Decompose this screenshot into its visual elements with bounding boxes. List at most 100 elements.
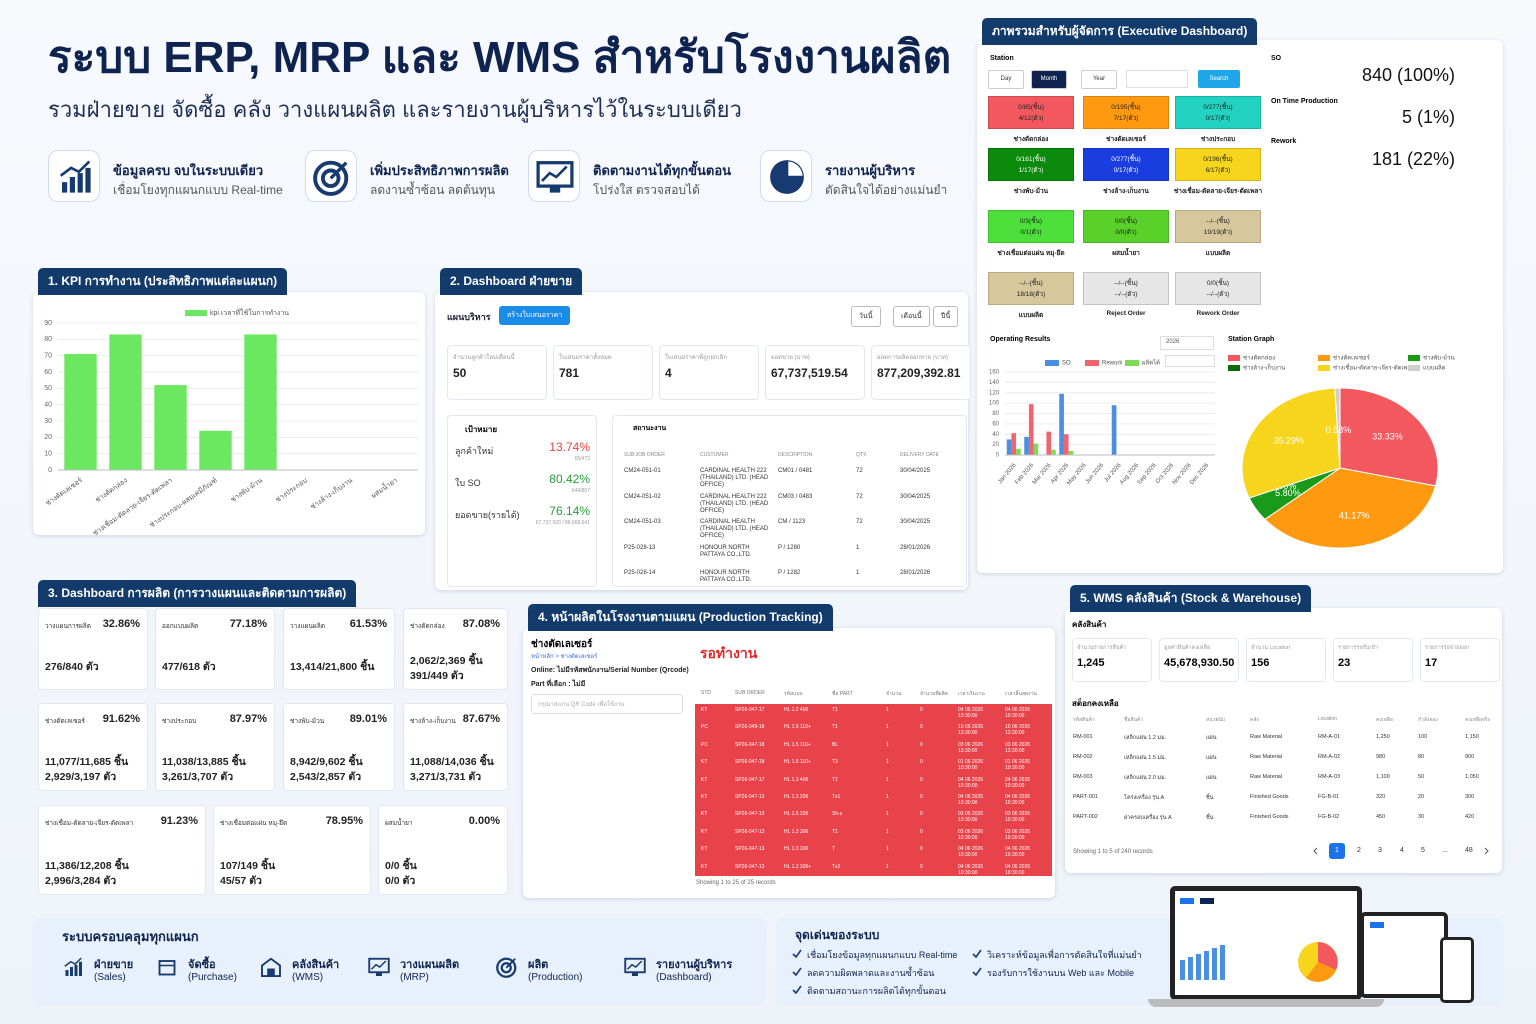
card — [1246, 638, 1326, 682]
table-cell: FG-B-01 — [1318, 794, 1340, 800]
text: ยอดการผลิตออกขาย (บาท) — [877, 355, 948, 361]
table-cell: 04 06 2026 10:30:00 — [958, 794, 984, 806]
text: Part ที่เลือก : ไม่มี — [531, 681, 586, 688]
metric: 45/57 ตัว — [220, 875, 262, 887]
icon — [256, 952, 286, 982]
text: 4 — [665, 366, 672, 380]
section-tag: ภาพรวมสำหรับผู้จัดการ (Executive Dashboa… — [982, 18, 1258, 45]
table-cell: 30 — [1418, 814, 1425, 820]
text: วางแผนผลิต — [290, 623, 325, 630]
icon-part — [496, 957, 517, 978]
table-header: Location — [1318, 716, 1337, 722]
text: 2026 — [1166, 339, 1180, 345]
text: จำนวนลูกค้าใหม่เดือนนี้ — [453, 355, 515, 361]
icon-part — [158, 960, 176, 976]
text: รายการรอรับเข้า — [1338, 645, 1379, 651]
table-header: จำนวนที่ผลิต — [920, 691, 948, 697]
table-cell: 0 — [920, 846, 923, 853]
icon-part — [65, 970, 69, 976]
text: 17 — [1425, 657, 1438, 669]
chart-title: Operating Results — [990, 336, 1051, 343]
text: ใบเสนอราคาที่ถูกยกเลิก — [665, 355, 727, 361]
station-tile — [1083, 272, 1169, 305]
card — [1159, 638, 1239, 682]
table-cell: PART-002 — [1073, 814, 1098, 820]
table-cell: KT — [701, 863, 708, 870]
card — [612, 415, 967, 587]
text: On Time Production — [1271, 98, 1338, 105]
table-cell: 1 — [886, 828, 889, 835]
table-cell: Raw Material — [1250, 774, 1283, 780]
station-tile — [988, 96, 1074, 129]
table-cell: HL 1.5 110+ — [784, 741, 811, 748]
table-header: SUB ORDER — [735, 690, 765, 696]
table-cell: 900 — [1465, 754, 1475, 760]
text: ช่างตัดเลเซอร์ — [1106, 136, 1146, 143]
table-cell: T2 — [832, 776, 838, 783]
table-cell: 450 — [1376, 814, 1386, 820]
text: 18/18(ตัว) — [1016, 291, 1046, 298]
card — [659, 345, 759, 400]
text: ออกแบบผลิต — [162, 623, 199, 630]
table-cell: HL 1.3 406 — [784, 776, 809, 783]
text: 23 — [1338, 657, 1351, 669]
icon-part — [788, 161, 803, 176]
section-tag: 3. Dashboard การผลิต (การวางแผนและติดตาม… — [38, 580, 357, 607]
chart-title: Station Graph — [1228, 336, 1275, 343]
text: 0/0(ตัว) — [1115, 229, 1137, 236]
tablet — [1360, 912, 1448, 998]
text: กรุณาสแกน QR Code เพื่อใช้งาน — [538, 702, 625, 708]
table-cell: CM01 / 0481 — [778, 468, 813, 474]
table-cell: 04 06 2026 10:30:00 — [958, 846, 984, 859]
metric: 11,077/11,685 ชิ้น — [45, 756, 129, 768]
section-tag: 4. หน้าผลิตในโรงงานตามแผน (Production Tr… — [528, 604, 833, 631]
table-cell: HONOUR NORTH PATTAYA CO.,LTD. — [700, 570, 752, 583]
table-cell: HL 1.2 406 — [784, 707, 809, 713]
table-cell: CM24-051-02 — [624, 493, 661, 500]
table-cell: 03 06 2026 13:30:00 — [1005, 741, 1031, 754]
text: Online: ไม่มีรหัสพนักงาน/Serial Number (… — [531, 667, 689, 674]
text: ช่างเชื่อม-ตัดลาย-เจียร-ตัดเพลา — [45, 820, 134, 827]
laptop-base — [1148, 999, 1384, 1007]
icon-part — [500, 962, 512, 974]
table-cell: 03 06 2026 10:30:00 — [958, 811, 984, 824]
text: 32.86% — [102, 618, 140, 630]
text: Rework Order — [1196, 310, 1240, 317]
laptop — [1170, 886, 1362, 1000]
metric: 107/149 ชิ้น — [220, 860, 276, 872]
table-cell: 1 — [886, 707, 889, 713]
text: 0/0(ชิ้น) — [1206, 280, 1230, 287]
icon — [48, 150, 100, 202]
text: 45,678,930.50 — [1164, 657, 1235, 669]
table-cell: SP26-047-18 — [735, 741, 765, 748]
text: ฝ่ายขาย — [94, 959, 134, 971]
card — [403, 703, 508, 791]
icon-part — [59, 160, 91, 177]
text: สต็อกคงเหลือ — [1072, 699, 1119, 708]
station-tile — [988, 210, 1074, 243]
metric: 0/0 ตัว — [385, 875, 416, 887]
table-cell: 30/04/2025 — [900, 468, 931, 474]
table-cell: 80 — [1418, 754, 1425, 760]
icon-part — [536, 161, 574, 188]
table-header: CUSTOMER — [700, 452, 729, 458]
text: วางแผนผลิต — [400, 959, 460, 971]
table-header: เวลาเริ่มงาน — [958, 691, 985, 697]
icon-part — [261, 957, 281, 977]
table-cell: HONOUR NORTH PATTAYA CO.,LTD. — [700, 544, 752, 558]
icon-part — [770, 160, 804, 194]
text: ยอดขาย (บาท) — [771, 355, 810, 361]
table-cell: 1,050 — [1465, 774, 1479, 780]
button: Month — [1031, 70, 1067, 89]
table-cell: 0 — [920, 828, 923, 835]
table-cell: Raw Material — [1250, 754, 1283, 760]
icon-part — [77, 173, 83, 193]
text: 1,245 — [1077, 657, 1105, 669]
table-cell: 01 06 2026 10:30:00 — [958, 759, 984, 772]
feature-title: ข้อมูลครบ จบในระบบเดียว — [113, 163, 264, 178]
metric: 8,942/9,602 ชิ้น — [290, 756, 363, 768]
text: มูลค่าสินค้าคงเหลือ — [1164, 645, 1211, 651]
section-tag: 2. Dashboard ฝ่ายขาย — [440, 268, 583, 295]
icon — [305, 150, 357, 202]
table-cell: KT — [701, 707, 708, 713]
